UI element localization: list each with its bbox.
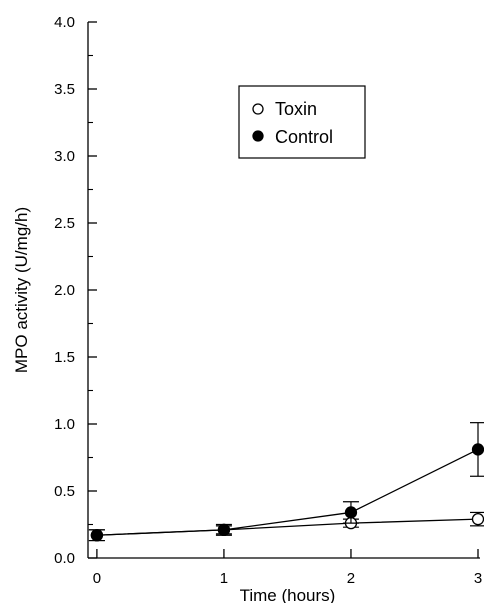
x-axis-title: Time (hours) (240, 586, 336, 603)
series-toxin (88, 511, 484, 542)
y-tick-label: 2.0 (54, 282, 75, 299)
legend-marker-control (252, 130, 264, 142)
y-tick-label: 0.5 (54, 483, 75, 500)
y-tick-label: 3.0 (54, 148, 75, 165)
series-layer (88, 422, 484, 542)
x-ticks: 0 1 2 3 (93, 549, 482, 587)
legend: Toxin Control (238, 85, 366, 159)
y-tick-label: 3.5 (54, 81, 75, 98)
series-line-control (96, 448, 479, 536)
y-axis-title: MPO activity (U/mg/h) (12, 207, 31, 373)
data-point-toxin (471, 512, 484, 526)
data-point-control (471, 443, 484, 456)
y-ticks: 0.0 0.5 1.0 1.5 2.0 2.5 3.0 3.5 4.0 (54, 14, 97, 567)
data-point-control (90, 529, 104, 542)
axes: 0.0 0.5 1.0 1.5 2.0 2.5 3.0 3.5 4.0 0 1 2 3 (54, 14, 482, 587)
x-tick-label: 1 (220, 570, 228, 587)
x-tick-label: 0 (93, 570, 101, 587)
legend-marker-toxin (252, 103, 264, 115)
legend-box (238, 85, 366, 159)
y-tick-label: 1.5 (54, 349, 75, 366)
y-tick-label: 2.5 (54, 215, 75, 232)
data-point-control (217, 523, 231, 537)
x-tick-label: 2 (347, 570, 355, 587)
y-tick-label: 1.0 (54, 416, 75, 433)
legend-label-toxin: Toxin (275, 99, 317, 119)
y-tick-label: 4.0 (54, 14, 75, 31)
x-tick-label: 3 (474, 570, 482, 587)
y-tick-label: 0.0 (54, 550, 75, 567)
series-control (88, 422, 484, 542)
data-point-control (344, 506, 358, 519)
legend-label-control: Control (275, 127, 333, 147)
